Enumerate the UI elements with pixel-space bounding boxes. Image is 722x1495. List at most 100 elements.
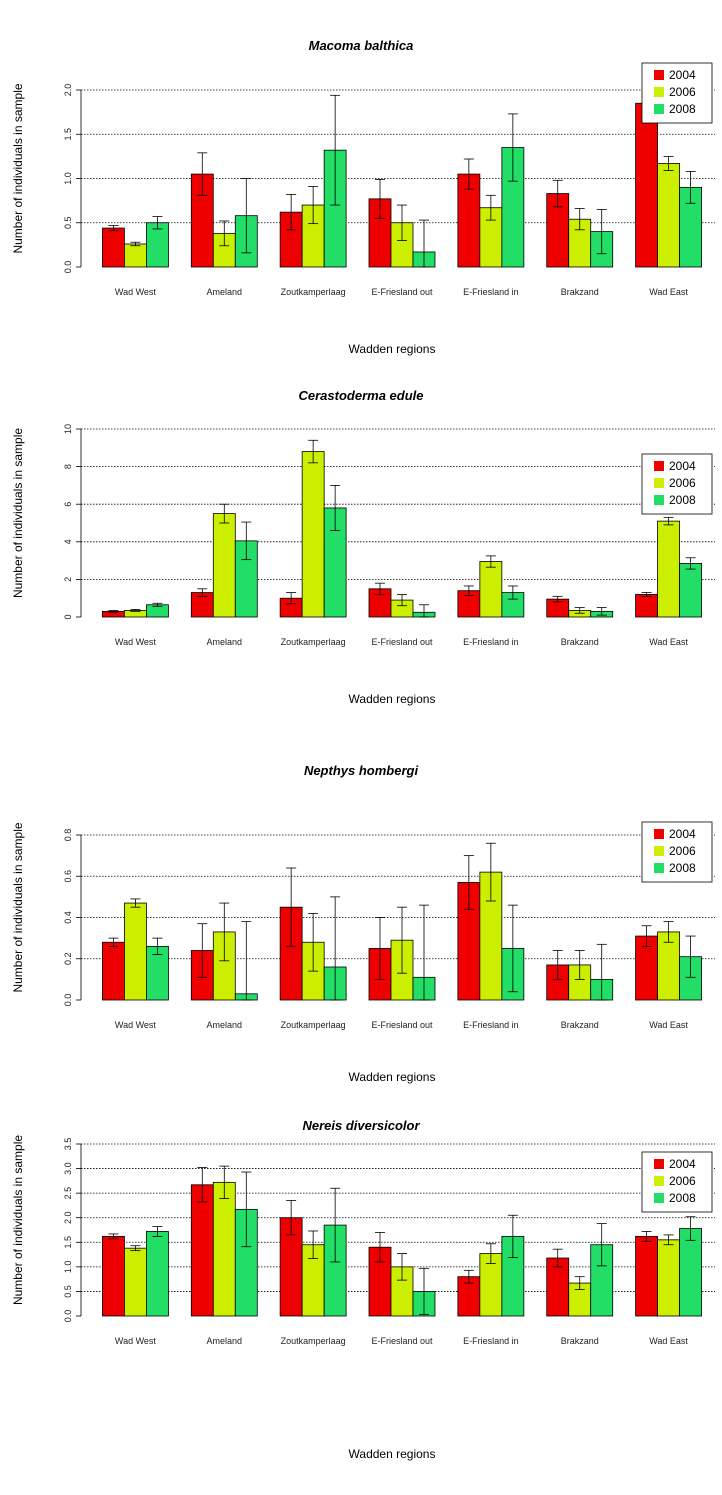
legend-swatch: [654, 104, 664, 114]
bar: [657, 520, 680, 618]
y-tick-label: 1.5: [63, 128, 73, 141]
legend-label: 2004: [669, 68, 696, 82]
category-label: Zoutkamperlaag: [281, 287, 346, 297]
chart-title: Macoma balthica: [309, 38, 414, 53]
bar: [679, 1228, 702, 1317]
category-label: Brakzand: [561, 1336, 599, 1346]
legend-swatch: [654, 1193, 664, 1203]
bar: [190, 1184, 214, 1317]
y-tick-label: 1.5: [63, 1236, 73, 1249]
legend-label: 2008: [669, 102, 696, 116]
y-tick-label: 2: [63, 577, 73, 582]
y-axis-label: Number of individuals in sample: [11, 1135, 25, 1305]
bar: [635, 1235, 658, 1317]
legend: 2004 2006 2008: [641, 62, 713, 124]
legend-box: [641, 821, 713, 883]
y-tick-label: 6: [63, 502, 73, 507]
y-tick-label: 3.5: [63, 1138, 73, 1151]
chart-panel: Cerastoderma edule 0 2 4 6 8 10 Number of indiv…: [11, 388, 715, 706]
category-label: Brakzand: [561, 287, 599, 297]
category-label: Wad East: [649, 287, 688, 297]
legend-label: 2006: [669, 844, 696, 858]
chart-title: Nereis diversicolor: [302, 1118, 420, 1133]
category-label: Wad West: [115, 1336, 157, 1346]
category-label: E-Friesland out: [371, 287, 433, 297]
category-label: E-Friesland out: [371, 637, 433, 647]
legend-box: [641, 1151, 713, 1213]
legend-label: 2004: [669, 1157, 696, 1171]
category-label: Ameland: [207, 287, 243, 297]
y-tick-label: 0.2: [63, 952, 73, 965]
bar: [679, 563, 702, 618]
bar: [657, 1239, 680, 1317]
bar: [146, 222, 169, 268]
category-label: Zoutkamperlaag: [281, 1336, 346, 1346]
bar: [146, 1231, 169, 1317]
category-label: Wad West: [115, 637, 157, 647]
bar: [102, 941, 125, 1001]
category-label: Ameland: [207, 1020, 243, 1030]
x-axis-label: Wadden regions: [349, 1447, 436, 1461]
bar: [124, 902, 147, 1001]
y-tick-label: 8: [63, 464, 73, 469]
chart-panel: Nereis diversicolor 0.0 0.5 1.0 1.5 2.0 2.5 3.0…: [11, 1118, 715, 1461]
bar: [102, 227, 125, 268]
bar: [301, 451, 325, 618]
bar: [212, 1181, 236, 1317]
legend-label: 2006: [669, 85, 696, 99]
y-axis-label: Number of individuals in sample: [11, 822, 25, 992]
bar: [212, 513, 236, 618]
y-tick-label: 0.0: [63, 261, 73, 274]
category-label: Ameland: [207, 1336, 243, 1346]
bar: [124, 243, 147, 268]
y-tick-label: 0.5: [63, 1285, 73, 1298]
y-tick-label: 10: [63, 424, 73, 434]
legend-swatch: [654, 495, 664, 505]
legend-swatch: [654, 461, 664, 471]
category-label: Brakzand: [561, 637, 599, 647]
category-label: E-Friesland in: [463, 1336, 519, 1346]
y-tick-label: 2.0: [63, 1211, 73, 1224]
y-tick-label: 2.5: [63, 1187, 73, 1200]
legend: 2004 2006 2008: [641, 453, 713, 515]
category-label: Wad West: [115, 1020, 157, 1030]
category-label: E-Friesland out: [371, 1336, 433, 1346]
legend-label: 2004: [669, 827, 696, 841]
legend-box: [641, 62, 713, 124]
chart-panel: Nepthys hombergi 0.0 0.2 0.4 0.6 0.8 Number of…: [11, 763, 715, 1084]
y-tick-label: 4: [63, 539, 73, 544]
category-label: Brakzand: [561, 1020, 599, 1030]
category-label: E-Friesland in: [463, 1020, 519, 1030]
y-tick-label: 3.0: [63, 1162, 73, 1175]
y-tick-label: 0.8: [63, 829, 73, 842]
y-tick-label: 0.0: [63, 1310, 73, 1323]
y-tick-label: 1.0: [63, 172, 73, 185]
x-axis-label: Wadden regions: [349, 342, 436, 356]
y-tick-label: 0.4: [63, 911, 73, 924]
legend-label: 2004: [669, 459, 696, 473]
legend-box: [641, 453, 713, 515]
legend-swatch: [654, 70, 664, 80]
y-tick-label: 0.5: [63, 216, 73, 229]
x-axis-label: Wadden regions: [349, 1070, 436, 1084]
y-tick-label: 0: [63, 614, 73, 619]
category-label: E-Friesland in: [463, 287, 519, 297]
y-axis-label: Number of individuals in sample: [11, 83, 25, 253]
category-label: Wad East: [649, 1020, 688, 1030]
bar: [657, 163, 680, 268]
y-tick-label: 0.6: [63, 870, 73, 883]
bar: [479, 561, 503, 618]
y-tick-label: 0.0: [63, 994, 73, 1007]
x-axis-label: Wadden regions: [349, 692, 436, 706]
category-label: E-Friesland in: [463, 637, 519, 647]
bar: [102, 1235, 125, 1317]
bar: [635, 594, 658, 618]
category-label: Zoutkamperlaag: [281, 1020, 346, 1030]
category-label: Wad East: [649, 1336, 688, 1346]
legend-label: 2008: [669, 861, 696, 875]
bar: [124, 1247, 147, 1317]
category-label: E-Friesland out: [371, 1020, 433, 1030]
legend-swatch: [654, 478, 664, 488]
legend-swatch: [654, 87, 664, 97]
